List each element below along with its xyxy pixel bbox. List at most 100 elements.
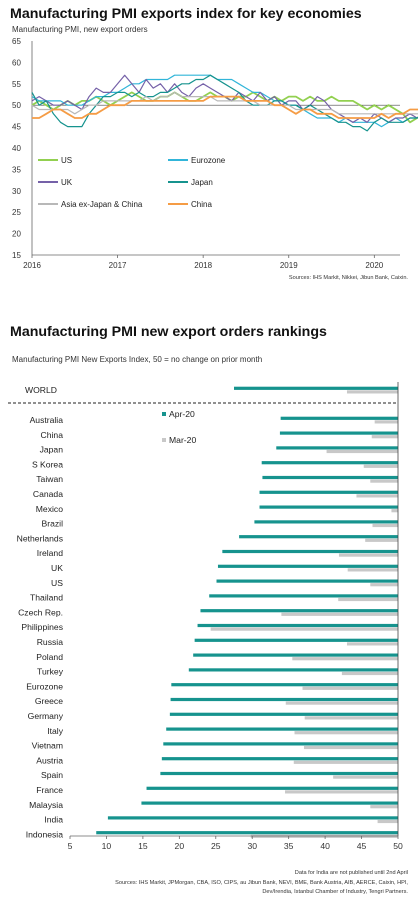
line-chart-source: Sources: IHS Markit, Nikkei, Jibun Bank,… bbox=[288, 275, 408, 281]
category-label-vietnam: Vietnam bbox=[32, 741, 63, 751]
category-label-indonesia: Indonesia bbox=[26, 829, 63, 839]
bar-apr-20-czech-rep- bbox=[200, 609, 398, 613]
bar-apr-20-turkey bbox=[188, 668, 398, 672]
bar-x-tick-label-50: 50 bbox=[393, 841, 403, 851]
category-label-italy: Italy bbox=[47, 726, 63, 736]
bar-apr-20-s-korea bbox=[261, 461, 398, 465]
bar-mar-20-russia bbox=[346, 642, 398, 646]
category-label-uk: UK bbox=[51, 563, 63, 573]
bar-x-tick-label-35: 35 bbox=[284, 841, 294, 851]
bar-apr-20-india bbox=[107, 816, 398, 820]
category-label-eurozone: Eurozone bbox=[26, 681, 63, 691]
bar-apr-20-eurozone bbox=[171, 683, 398, 687]
y-tick-label-65: 65 bbox=[12, 37, 21, 46]
bar-mar-20-philippines bbox=[210, 627, 398, 631]
bar-x-tick-label-10: 10 bbox=[102, 841, 112, 851]
bar-apr-20-netherlands bbox=[239, 535, 398, 539]
bar-apr-20-ireland bbox=[222, 549, 398, 554]
legend-label-uk: UK bbox=[61, 178, 73, 187]
bar-x-tick-label-15: 15 bbox=[138, 841, 148, 851]
bar-chart-subtitle: Manufacturing PMI New Exports Index, 50 … bbox=[12, 355, 263, 364]
bar-x-tick-label-30: 30 bbox=[247, 841, 257, 851]
category-label-austria: Austria bbox=[36, 755, 63, 765]
bar-apr-20-uk bbox=[217, 564, 398, 568]
category-label-japan: Japan bbox=[40, 445, 64, 455]
x-tick-label-2020: 2020 bbox=[365, 261, 383, 270]
category-label-greece: Greece bbox=[35, 696, 63, 706]
bar-mar-20-malaysia bbox=[370, 805, 398, 809]
category-label-philippines: Philippines bbox=[21, 622, 63, 632]
bar-mar-20-eurozone bbox=[302, 686, 398, 690]
x-tick-label-2018: 2018 bbox=[194, 261, 212, 270]
bar-mar-20-taiwan bbox=[370, 479, 398, 483]
bar-apr-20-world bbox=[234, 386, 398, 390]
bar-apr-20-indonesia bbox=[96, 831, 399, 835]
bar-x-tick-label-40: 40 bbox=[320, 841, 330, 851]
category-label-s-korea: S Korea bbox=[32, 459, 63, 469]
bar-mar-20-australia bbox=[374, 420, 398, 424]
bar-apr-20-us bbox=[216, 579, 398, 583]
category-label-spain: Spain bbox=[41, 770, 63, 780]
bar-apr-20-germany bbox=[169, 712, 398, 716]
y-tick-label-15: 15 bbox=[12, 251, 21, 260]
line-chart: 15 20 25 30 35 40 45 50 55 60 65 2016 2017 2018 2019 20… bbox=[12, 37, 418, 270]
bar-apr-20-france bbox=[146, 786, 398, 790]
bar-mar-20-s-korea bbox=[363, 464, 398, 468]
bar-apr-20-malaysia bbox=[141, 801, 399, 805]
bar-mar-20-greece bbox=[285, 701, 398, 705]
bar-mar-20-us bbox=[370, 583, 398, 587]
category-label-russia: Russia bbox=[37, 637, 63, 647]
category-label-taiwan: Taiwan bbox=[36, 474, 63, 484]
bar-mar-20-thailand bbox=[338, 597, 398, 602]
bar-mar-20-india bbox=[377, 819, 398, 824]
bar-mar-20-turkey bbox=[341, 671, 398, 676]
category-label-thailand: Thailand bbox=[30, 593, 63, 603]
bar-apr-20-thailand bbox=[209, 594, 398, 598]
bar-mar-20-italy bbox=[294, 731, 398, 735]
category-label-malaysia: Malaysia bbox=[29, 800, 63, 810]
y-tick-label-55: 55 bbox=[12, 80, 21, 89]
bar-chart-note: Data for India are not published until 2… bbox=[294, 870, 408, 876]
category-label-netherlands: Netherlands bbox=[17, 533, 63, 543]
bar-mar-20-canada bbox=[356, 494, 398, 498]
bar-apr-20-china bbox=[279, 431, 398, 435]
bar-apr-20-mexico bbox=[259, 505, 398, 509]
bar-x-tick-label-45: 45 bbox=[357, 841, 367, 851]
bar-mar-20-czech-rep- bbox=[281, 612, 398, 616]
category-label-world: WORLD bbox=[25, 385, 57, 395]
y-tick-label-40: 40 bbox=[12, 144, 21, 153]
bar-mar-20-poland bbox=[292, 657, 398, 661]
series-line-china bbox=[32, 95, 418, 119]
legend-label-mar-20: Mar-20 bbox=[169, 435, 196, 445]
bar-mar-20-spain bbox=[333, 775, 398, 779]
bar-mar-20-netherlands bbox=[365, 538, 398, 542]
bar-mar-20-france bbox=[285, 790, 398, 794]
bar-mar-20-world bbox=[346, 390, 398, 394]
bar-mar-20-china bbox=[371, 435, 398, 439]
category-label-india: India bbox=[44, 815, 63, 825]
bar-mar-20-ireland bbox=[338, 553, 398, 557]
bar-chart-source-line-2: Dev/Irendia, Istanbul Chamber of Industr… bbox=[262, 889, 408, 895]
y-tick-label-35: 35 bbox=[12, 165, 21, 174]
line-chart-subtitle: Manufacturing PMI, new export orders bbox=[12, 25, 148, 34]
x-tick-label-2016: 2016 bbox=[23, 261, 41, 270]
legend-label-asia-ex-japan-china: Asia ex-Japan & China bbox=[61, 200, 143, 209]
bar-apr-20-spain bbox=[160, 771, 398, 776]
category-label-france: France bbox=[36, 785, 63, 795]
legend-label-japan: Japan bbox=[191, 178, 213, 187]
bar-apr-20-vietnam bbox=[163, 742, 398, 746]
series-line-uk bbox=[31, 74, 418, 123]
legend-swatch-mar-20 bbox=[162, 438, 166, 442]
category-label-us: US bbox=[51, 578, 63, 588]
y-tick-label-50: 50 bbox=[12, 101, 21, 110]
bar-apr-20-japan bbox=[276, 446, 398, 450]
bar-mar-20-japan bbox=[326, 449, 398, 454]
bar-apr-20-russia bbox=[194, 638, 398, 642]
bar-chart-source-line-1: Sources: IHS Markit, JPMorgan, CBA, ISO,… bbox=[115, 880, 408, 886]
bar-mar-20-mexico bbox=[391, 509, 398, 513]
bar-mar-20-uk bbox=[347, 568, 398, 572]
bar-mar-20-brazil bbox=[372, 523, 398, 528]
y-tick-label-45: 45 bbox=[12, 123, 21, 132]
x-tick-label-2019: 2019 bbox=[280, 261, 298, 270]
bar-apr-20-australia bbox=[280, 416, 398, 420]
